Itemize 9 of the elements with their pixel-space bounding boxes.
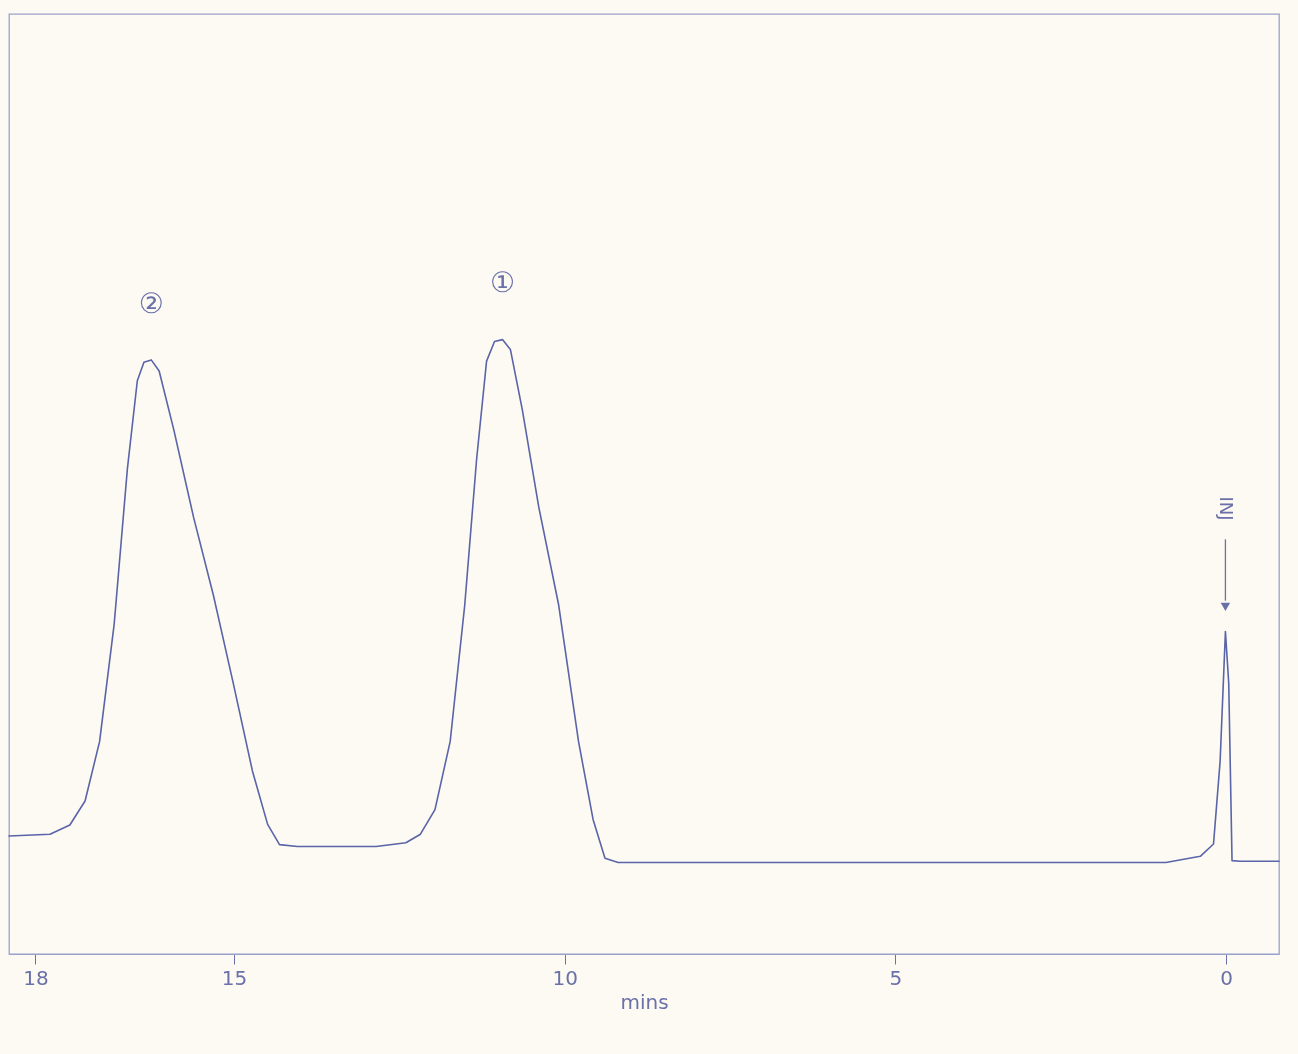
x-axis-title: mins — [620, 989, 669, 1014]
x-tick-label: 18 — [23, 965, 49, 990]
x-tick-label: 10 — [552, 965, 578, 990]
text: ① — [489, 266, 515, 300]
x-tick-label: 15 — [221, 965, 248, 990]
x-tick-label: 0 — [1220, 965, 1233, 990]
annotation: INJ — [1216, 496, 1238, 521]
text: ② — [138, 286, 164, 320]
x-tick-label: 5 — [889, 965, 903, 990]
